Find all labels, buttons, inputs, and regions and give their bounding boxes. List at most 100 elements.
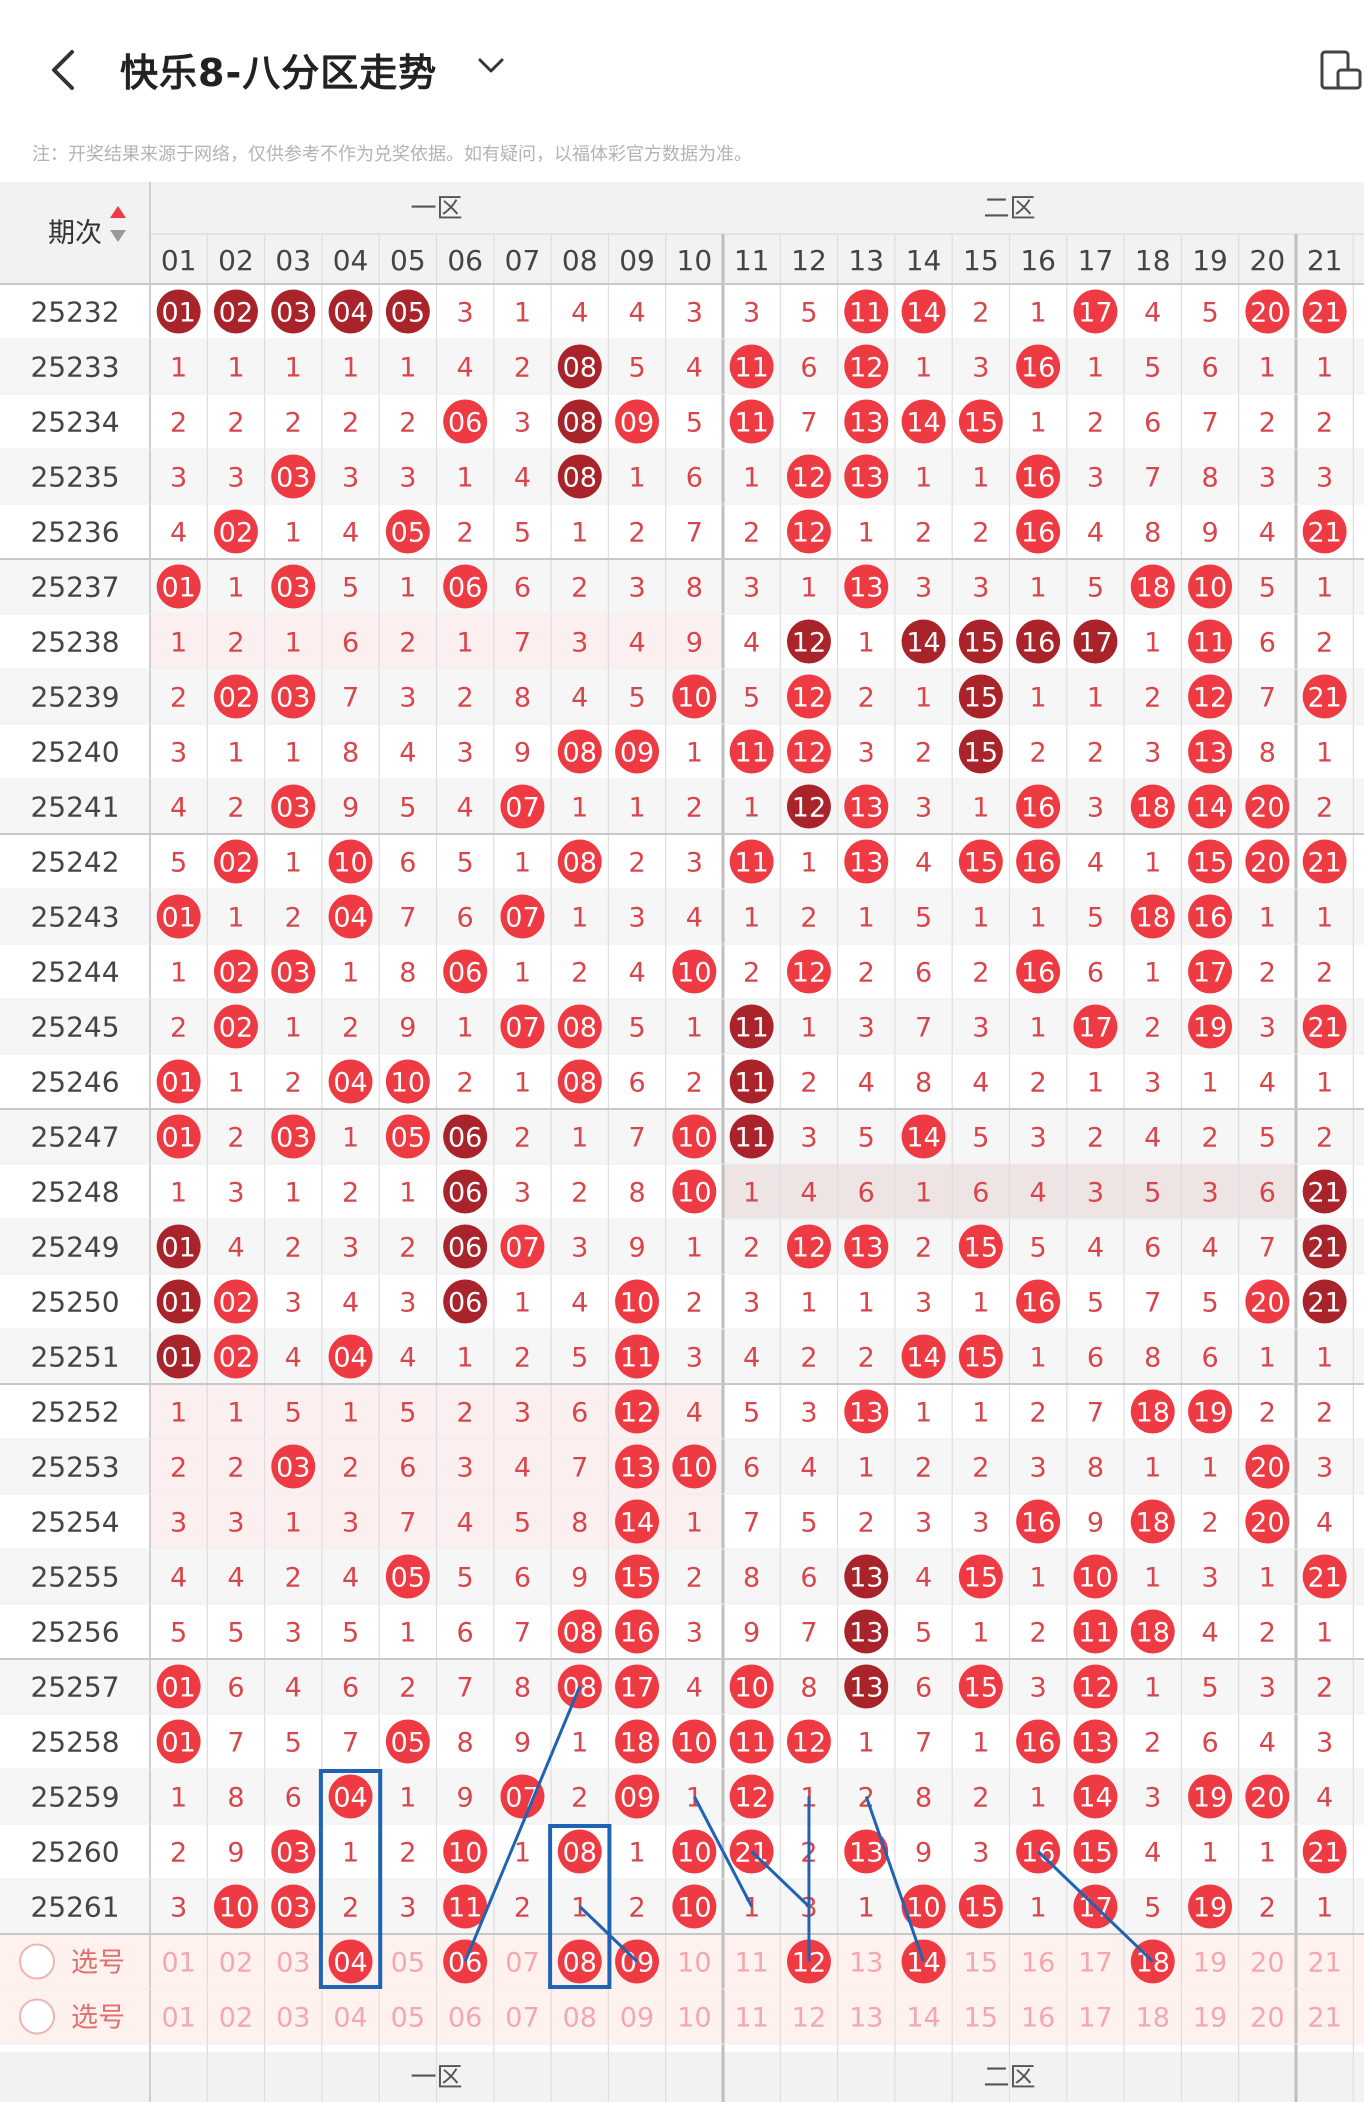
omission-value: 1 [686,1013,703,1044]
pick-number[interactable]: 01 [161,1948,195,1979]
omission-value: 3 [342,1508,359,1539]
drawn-ball [156,1224,201,1269]
drawn-ball [557,1059,602,1104]
pick-number[interactable]: 04 [333,2003,367,2034]
pick-number[interactable]: 17 [1078,2003,1112,2034]
pick-number[interactable]: 02 [219,1948,253,1979]
period-header[interactable]: 期次 [48,218,102,249]
ball-number: 15 [964,738,998,769]
pick-number[interactable]: 20 [1250,1948,1284,1979]
pick-number[interactable]: 01 [161,2003,195,2034]
drawn-ball [958,674,1003,719]
pick-number[interactable]: 16 [1021,2003,1055,2034]
pick-number[interactable]: 09 [620,2003,654,2034]
pick-number[interactable]: 10 [677,2003,711,2034]
ball-number: 13 [849,848,883,879]
pick-number[interactable]: 18 [1136,2003,1170,2034]
omission-value: 3 [399,463,416,494]
omission-value: 3 [170,463,187,494]
drawn-ball [1073,619,1118,664]
omission-value: 4 [686,903,703,934]
pick-number[interactable]: 09 [620,1948,654,1979]
pick-number[interactable]: 18 [1136,1948,1170,1979]
ball-number: 17 [620,1673,654,1704]
drawn-ball [729,1774,774,1819]
pick-number[interactable]: 19 [1193,2003,1227,2034]
pick-number[interactable]: 05 [391,2003,425,2034]
pick-number[interactable]: 19 [1193,1948,1227,1979]
pick-number[interactable]: 17 [1078,1948,1112,1979]
pick-number[interactable]: 04 [333,1948,367,1979]
back-arrow-icon[interactable] [40,40,90,100]
pick-number[interactable]: 15 [964,2003,998,2034]
pick-number[interactable]: 13 [849,1948,883,1979]
ball-number: 10 [391,1068,425,1099]
pick-number[interactable]: 06 [448,1948,482,1979]
drawn-ball [844,399,889,444]
drawn-ball [500,1774,545,1819]
omission-value: 5 [170,1618,187,1649]
ball-number: 02 [219,683,253,714]
drawn-ball [786,509,831,554]
pick-number[interactable]: 03 [276,2003,310,2034]
pick-number[interactable]: 08 [563,2003,597,2034]
table-row: 25239 2 02 03 7 3 2 8 4 5 10 5 12 2 1 15 1 1 2 12 7 21 [30,674,1347,719]
pick-number[interactable]: 08 [563,1948,597,1979]
pick-number[interactable]: 21 [1307,1948,1341,1979]
ball-number: 18 [1136,1618,1170,1649]
omission-value: 8 [1144,518,1161,549]
pick-number[interactable]: 10 [677,1948,711,1979]
pick-row[interactable]: 选号 01 02 03 04 05 06 07 08 09 10 11 12 13 14 15 16 17 18 19… [19,1998,1342,2035]
pick-number[interactable]: 15 [964,1948,998,1979]
omission-value: 1 [399,353,416,384]
omission-value: 1 [1087,1068,1104,1099]
omission-value: 2 [399,1673,416,1704]
pick-number[interactable]: 16 [1021,1948,1055,1979]
pick-number[interactable]: 13 [849,2003,883,2034]
pick-number[interactable]: 03 [276,1948,310,1979]
chevron-down-icon[interactable] [474,50,508,80]
pick-number[interactable]: 12 [792,2003,826,2034]
selected-ball[interactable] [328,1939,373,1984]
pick-number[interactable]: 02 [219,2003,253,2034]
ball-number: 03 [276,298,310,329]
pick-number[interactable]: 06 [448,2003,482,2034]
omission-value: 1 [800,848,817,879]
omission-value: 3 [915,573,932,604]
table-row: 25249 01 4 2 3 2 06 07 3 9 1 2 12 13 2 15 5 4 6 4 7 21 [30,1224,1347,1269]
pick-number[interactable]: 05 [391,1948,425,1979]
omission-value: 1 [1030,1893,1047,1924]
radio-icon[interactable] [19,1998,55,2035]
selected-ball[interactable] [557,1939,602,1984]
drawn-ball [1188,619,1233,664]
omission-value: 5 [1030,1233,1047,1264]
omission-value: 3 [1201,1178,1218,1209]
table-row: 25255 4 4 2 4 05 5 6 9 15 2 8 6 13 4 15 1 10 1 3 1 21 [30,1554,1347,1599]
pick-number[interactable]: 14 [906,2003,940,2034]
omission-value: 1 [1030,903,1047,934]
ball-number: 19 [1193,1893,1227,1924]
pick-number[interactable]: 14 [906,1948,940,1979]
omission-value: 2 [285,1563,302,1594]
table-row: 252591860419072091121282114319204 [30,1774,1333,1819]
drawn-ball [1302,1554,1347,1599]
omission-value: 4 [342,1563,359,1594]
pick-number[interactable]: 11 [734,2003,768,2034]
ball-number: 18 [1136,793,1170,824]
pick-number[interactable]: 21 [1307,2003,1341,2034]
drawn-ball [672,1114,717,1159]
omission-value: 1 [342,958,359,989]
ball-number: 21 [1307,518,1341,549]
drawn-ball [615,1774,660,1819]
pick-number[interactable]: 07 [505,1948,539,1979]
radio-icon[interactable] [19,1943,55,1980]
omission-value: 1 [858,518,875,549]
omission-value: 1 [1259,1838,1276,1869]
ball-number: 11 [849,298,883,329]
pick-number[interactable]: 11 [734,1948,768,1979]
omission-value: 3 [1316,1453,1333,1484]
pick-number[interactable]: 07 [505,2003,539,2034]
omission-value: 2 [1316,793,1333,824]
pick-number[interactable]: 20 [1250,2003,1284,2034]
device-switch-icon[interactable] [1318,46,1364,96]
